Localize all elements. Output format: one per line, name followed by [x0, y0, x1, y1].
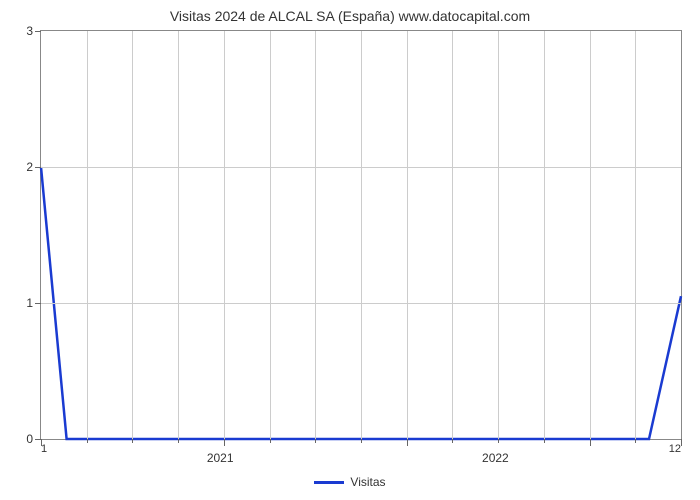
x-tick-label: 2022: [482, 451, 509, 465]
grid-line-v: [361, 31, 362, 439]
chart-title: Visitas 2024 de ALCAL SA (España) www.da…: [0, 8, 700, 24]
grid-line-v: [87, 31, 88, 439]
legend: Visitas: [0, 475, 700, 489]
grid-line-v: [407, 31, 408, 439]
x-tick-mark: [590, 439, 591, 446]
grid-line-h: [41, 303, 681, 304]
x-tick-mark: [452, 439, 453, 443]
x-tick-mark: [224, 439, 225, 446]
x-tick-label: 2021: [207, 451, 234, 465]
grid-line-v: [178, 31, 179, 439]
y-tick-mark: [35, 31, 41, 32]
x-corner-label-left: 1: [41, 443, 47, 455]
grid-line-v: [224, 31, 225, 439]
legend-label: Visitas: [350, 475, 385, 489]
grid-line-h: [41, 167, 681, 168]
y-tick-mark: [35, 303, 41, 304]
grid-line-v: [315, 31, 316, 439]
legend-swatch: [314, 481, 344, 484]
x-tick-mark: [407, 439, 408, 446]
x-tick-mark: [87, 439, 88, 443]
y-tick-mark: [35, 167, 41, 168]
grid-line-v: [544, 31, 545, 439]
grid-line-v: [590, 31, 591, 439]
grid-line-v: [452, 31, 453, 439]
x-tick-mark: [544, 439, 545, 443]
x-tick-mark: [315, 439, 316, 443]
y-tick-label: 2: [26, 160, 33, 174]
x-tick-mark: [681, 439, 682, 446]
grid-line-v: [635, 31, 636, 439]
x-tick-mark: [361, 439, 362, 443]
x-tick-mark: [178, 439, 179, 443]
x-tick-mark: [635, 439, 636, 443]
grid-line-v: [498, 31, 499, 439]
x-tick-mark: [270, 439, 271, 443]
x-corner-label-right: 12: [669, 443, 681, 455]
x-tick-mark: [132, 439, 133, 443]
x-tick-mark: [498, 439, 499, 443]
y-tick-label: 3: [26, 24, 33, 38]
grid-line-v: [132, 31, 133, 439]
grid-line-v: [270, 31, 271, 439]
y-tick-label: 1: [26, 296, 33, 310]
plot-area: 012320212022112: [40, 30, 682, 440]
y-tick-label: 0: [26, 432, 33, 446]
